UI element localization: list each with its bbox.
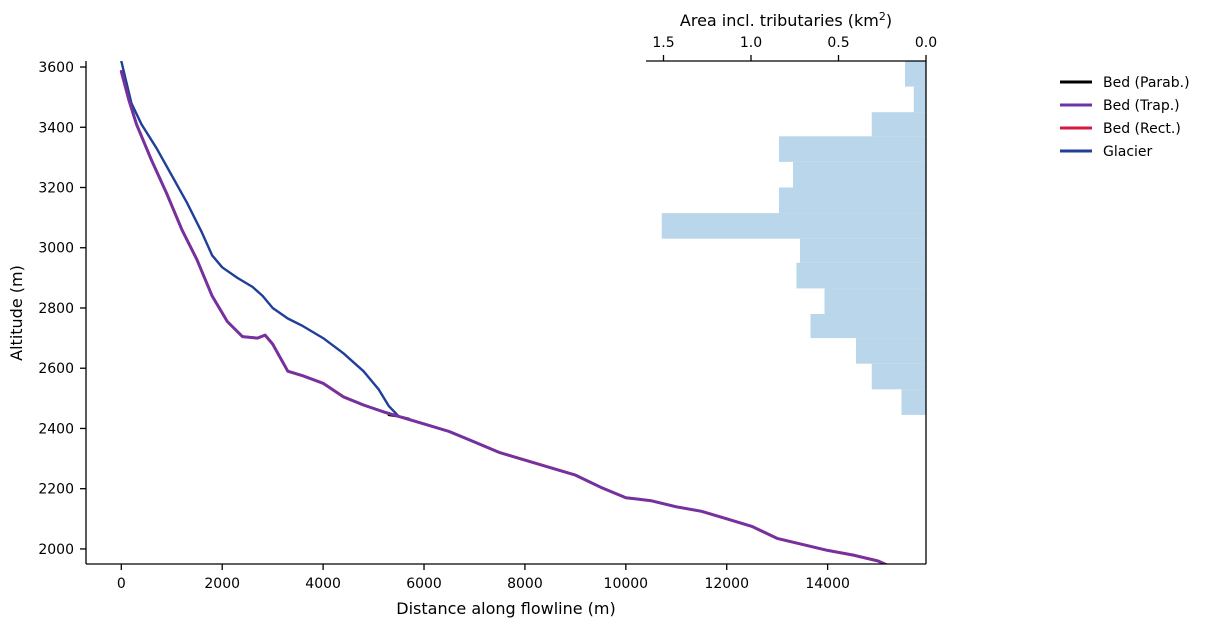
y-tick-label: 2000 [38,542,74,558]
area-axis-title-main: Area incl. tributaries (km [680,11,879,30]
area-bar [905,61,926,87]
y-tick-label: 3000 [38,241,74,257]
area-bar [793,161,926,188]
series-line-glacier [120,61,400,418]
x-tick-label: 8000 [507,576,543,592]
area-bar [871,363,926,390]
area-tick-label: 0.5 [827,35,849,51]
legend-label: Bed (Trap.) [1103,98,1180,114]
legend-label: Glacier [1103,144,1153,160]
area-bar [913,86,926,113]
area-axis-ticks: 1.5 1.0 0.5 0.0 [652,35,937,61]
area-bar [810,314,926,339]
area-bar [796,262,926,289]
area-axis-title: Area incl. tributaries (km2) [680,10,892,30]
x-axis-title: Distance along flowline (m) [396,599,615,618]
y-tick-label: 3600 [38,60,74,76]
legend-label: Bed (Rect.) [1103,121,1181,137]
y-axis-ticks: 2000 2200 2400 2600 2800 3000 3200 3400 3600 [38,60,86,558]
area-bar [800,238,926,263]
area-tick-label: 1.0 [740,35,762,51]
x-tick-label: 4000 [305,576,341,592]
area-tick-label: 0.0 [915,35,937,51]
area-bar [779,187,926,214]
area-bar [779,136,926,162]
y-tick-label: 2600 [38,361,74,377]
y-tick-label: 3200 [38,181,74,197]
x-tick-label: 14000 [805,576,850,592]
area-bar [824,288,926,315]
y-axis-title: Altitude (m) [7,265,26,361]
area-bar [901,389,926,415]
x-tick-label: 0 [117,576,126,592]
series-line-bed-trap [120,70,889,564]
series-line-bed-rect [119,70,889,564]
x-tick-label: 6000 [406,576,442,592]
x-tick-label: 12000 [704,576,749,592]
x-axis-ticks: 0 2000 4000 6000 8000 10000 12000 14000 [117,564,850,592]
area-histogram [661,61,926,415]
legend: Bed (Parab.) Bed (Trap.) Bed (Rect.) Glacie… [1060,75,1190,160]
y-tick-label: 2200 [38,482,74,498]
area-axis-title-end: ) [886,11,892,30]
x-tick-label: 10000 [604,576,649,592]
flowline-series [119,61,889,564]
y-tick-label: 2800 [38,301,74,317]
legend-label: Bed (Parab.) [1103,75,1190,91]
area-bar [871,112,926,137]
area-tick-label: 1.5 [652,35,674,51]
y-tick-label: 3400 [38,120,74,136]
area-bar [856,338,926,364]
x-tick-label: 2000 [204,576,240,592]
area-bar [661,213,926,239]
area-axis-title-sup: 2 [879,10,886,23]
y-tick-label: 2400 [38,421,74,437]
